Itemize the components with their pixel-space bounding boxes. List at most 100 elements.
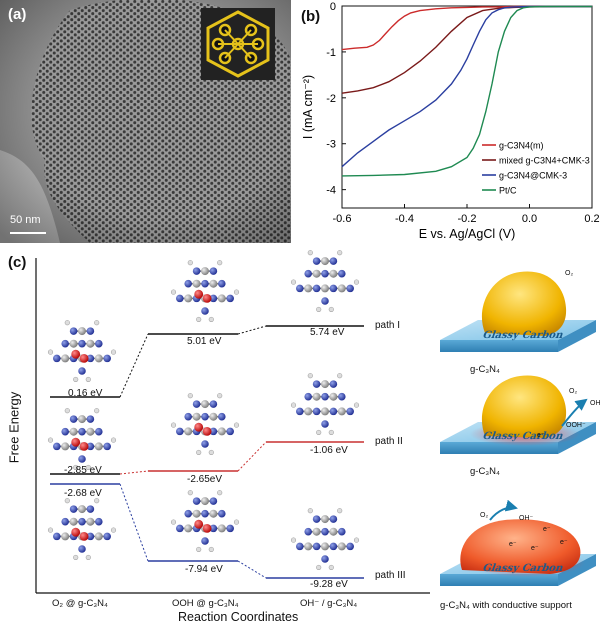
molecule-ooh-3 (170, 490, 240, 552)
connector-2b (237, 441, 267, 472)
nitrogen-atom (69, 327, 78, 335)
nitrogen-atom (209, 497, 218, 505)
nitrogen-atom (226, 427, 234, 436)
nitrogen-atom (176, 294, 184, 303)
carbon-atom (69, 517, 78, 526)
carbon-atom (312, 269, 321, 278)
catalyst-schematics (440, 271, 596, 586)
energy-label-e8: -7.94 eV (185, 564, 223, 575)
carbon-atom (61, 442, 70, 451)
panel-c-label: (c) (8, 254, 27, 271)
oxygen-atom (194, 289, 204, 299)
connector-1a (119, 333, 149, 398)
nitrogen-atom (53, 442, 61, 451)
carbon-atom (86, 339, 95, 348)
energy-label-e3: 5.74 eV (310, 327, 345, 338)
schematic-3-electron-3: e⁻ (509, 541, 517, 548)
x-tick-label: -0.6 (333, 213, 352, 225)
nitrogen-atom (103, 354, 111, 363)
nitrogen-atom (69, 505, 78, 513)
connector-3a (119, 483, 149, 562)
schematic-2-electron: e⁻ (537, 432, 545, 439)
hydrogen-atom (64, 498, 70, 504)
carbon-atom (217, 427, 226, 436)
nitrogen-atom (226, 294, 234, 303)
category-o2: O₂ @ g-C₃N₄ (52, 598, 108, 609)
nitrogen-atom (209, 294, 218, 303)
nitrogen-atom (184, 279, 192, 288)
catalyst-droplet-2 (481, 375, 567, 438)
nitrogen-atom (321, 297, 329, 305)
hydrogen-atom (170, 422, 177, 428)
energy-label-e9: -9.28 eV (310, 579, 348, 590)
path-iii-label: path III (375, 570, 406, 581)
carbon-atom (321, 407, 329, 416)
hydrogen-atom (208, 546, 214, 552)
free-energy-axis-label: Free Energy (6, 391, 22, 464)
nitrogen-atom (61, 427, 69, 436)
nitrogen-atom (338, 269, 346, 278)
oxygen-atom (71, 437, 81, 447)
oxygen-atom (202, 426, 212, 436)
hydrogen-atom (94, 320, 100, 326)
nitrogen-atom (184, 509, 192, 518)
nitrogen-atom (192, 267, 201, 275)
energy-label-e5: -2.65eV (187, 474, 223, 485)
hydrogen-atom (290, 537, 297, 543)
nitrogen-atom (201, 307, 209, 315)
energy-levels (50, 325, 364, 579)
legend-label-0: g-C3N4(m) (499, 141, 544, 151)
carbon-atom (329, 527, 338, 536)
x-tick-label: -0.2 (458, 213, 477, 225)
carbon-atom (337, 407, 346, 416)
nitrogen-atom (78, 455, 86, 463)
nitrogen-atom (346, 284, 354, 293)
energy-label-e2: 5.01 eV (187, 336, 222, 347)
molecule-o2-3 (47, 498, 117, 560)
nitrogen-atom (78, 339, 86, 348)
nitrogen-atom (184, 412, 192, 421)
schematic-3-surface: Glassy Carbon (480, 563, 566, 574)
nitrogen-atom (95, 517, 103, 526)
nitrogen-atom (346, 407, 354, 416)
nitrogen-atom (312, 284, 321, 293)
oxygen-atom (79, 441, 89, 451)
molecule-oh-2 (290, 373, 360, 435)
carbon-atom (321, 257, 329, 266)
carbon-atom (329, 269, 338, 278)
hexagonal-inset-icon (201, 8, 275, 80)
y-axis-label: I (mA cm⁻²) (301, 75, 315, 139)
schematic-1-o2: O₂ (565, 270, 574, 277)
hydrogen-atom (316, 306, 322, 312)
hydrogen-atom (307, 373, 313, 379)
energy-label-e1: 0.16 eV (68, 388, 103, 399)
nitrogen-atom (209, 400, 218, 408)
nitrogen-atom (304, 527, 312, 536)
hydrogen-atom (170, 289, 177, 295)
schematic-2-ooh: OOH⁻ (566, 422, 586, 429)
panel-b-label: (b) (301, 8, 321, 25)
hydrogen-atom (94, 408, 100, 414)
nitrogen-atom (218, 279, 226, 288)
nitrogen-atom (218, 509, 226, 518)
energy-label-e7: -2.68 eV (64, 488, 102, 499)
nitrogen-atom (329, 407, 338, 416)
hydrogen-atom (85, 554, 91, 560)
nitrogen-atom (61, 517, 69, 526)
hydrogen-atom (328, 564, 334, 570)
molecule-oh-3 (290, 508, 360, 570)
oxygen-atom (202, 293, 212, 303)
nitrogen-atom (226, 524, 234, 533)
carbon-atom (94, 442, 103, 451)
molecule-models (47, 250, 360, 570)
hydrogen-atom (307, 508, 313, 514)
y-tick-label: 0 (330, 1, 336, 13)
nitrogen-atom (61, 339, 69, 348)
slab-side (558, 554, 596, 586)
slab-front (440, 574, 558, 586)
hydrogen-atom (187, 393, 193, 399)
hydrogen-atom (73, 376, 79, 382)
hydrogen-atom (47, 437, 54, 443)
series-line-0 (341, 5, 592, 51)
oxygen-atom (79, 531, 89, 541)
